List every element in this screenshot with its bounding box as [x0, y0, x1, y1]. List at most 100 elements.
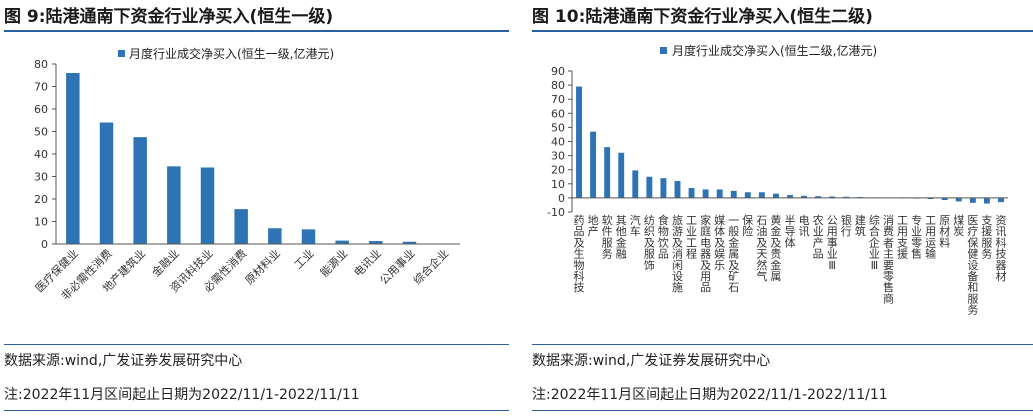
x-tick-label: 石油及天然气: [756, 214, 767, 283]
bar: [618, 152, 625, 198]
bar: [772, 193, 779, 198]
x-tick-label: 综合企业 Ⅲ: [869, 213, 880, 272]
x-tick-label: 旅游及消闲设施: [672, 213, 683, 294]
bar: [955, 197, 962, 202]
x-tick-label: 电讯业: [351, 247, 384, 280]
x-tick-label: 媒体及娱乐: [714, 214, 725, 272]
bar: [369, 241, 383, 244]
bar: [758, 192, 765, 198]
x-tick-label: 食物饮品: [658, 213, 669, 261]
x-tick-label: 黄金及贵金属: [770, 213, 781, 283]
bar: [730, 190, 737, 198]
x-tick-label: 能源业: [317, 246, 350, 279]
y-tick-label: 10: [34, 216, 48, 229]
y-tick-label: 90: [551, 65, 565, 78]
bar: [99, 122, 114, 244]
y-tick-label: 50: [34, 126, 48, 139]
bar: [688, 188, 695, 198]
bar: [941, 197, 948, 201]
divider-rule: [532, 344, 1033, 345]
y-tick-label: 30: [34, 171, 48, 184]
x-tick-label: 其他金融: [616, 214, 627, 261]
title-rule: [532, 30, 1033, 32]
legend: 月度行业成交净买入(恒生二级,亿港元): [660, 43, 877, 58]
figure-title: 图 9:陆港通南下资金行业净买入(恒生一级): [4, 7, 334, 27]
x-tick-label: 汽车: [630, 213, 641, 238]
data-source: 数据来源:wind,广发证券发展研究中心: [4, 353, 243, 369]
bar: [716, 189, 723, 198]
bar: [66, 73, 80, 244]
y-tick-label: 80: [34, 58, 48, 71]
divider-rule: [4, 344, 509, 345]
x-tick-label: 家庭电器及用品: [700, 213, 711, 294]
x-tick-label: 支援服务: [981, 214, 992, 261]
y-tick-label: 60: [551, 107, 565, 120]
bar: [646, 176, 653, 198]
footnote: 注:2022年11月区间起止日期为2022/11/1-2022/11/11: [532, 387, 888, 403]
legend-label: 月度行业成交净买入(恒生二级,亿港元): [672, 43, 877, 58]
x-tick-label: 专业零售: [911, 213, 922, 261]
x-tick-label: 公用事业 Ⅲ: [827, 214, 838, 272]
x-tick-label: 药品及生物科技: [574, 214, 585, 294]
x-tick-label: 原材料: [939, 214, 950, 249]
bar: [998, 197, 1004, 203]
legend-swatch: [118, 50, 125, 57]
y-tick-label: 20: [551, 164, 565, 177]
bar: [927, 197, 934, 200]
x-tick-label: 原材料业: [242, 246, 283, 287]
x-tick-label: 纺织及服饰: [644, 213, 655, 272]
x-tick-label: 综合企业: [410, 246, 451, 287]
bar: [268, 228, 282, 244]
x-tick-label: 消费者主要零售商: [883, 213, 894, 305]
x-tick-label: 工业: [292, 247, 317, 272]
y-tick-label: 0: [41, 238, 48, 251]
x-tick-label: 地产: [588, 214, 599, 238]
bar: [234, 209, 248, 244]
y-tick-label: 80: [551, 79, 565, 92]
bar: [335, 240, 349, 244]
y-tick-label: 10: [551, 178, 565, 191]
x-tick-label: 保险: [742, 213, 753, 238]
x-tick-label: 银行: [841, 213, 852, 238]
bar: [167, 166, 181, 244]
legend-label: 月度行业成交净买入(恒生一级,亿港元): [129, 46, 334, 61]
bar: [702, 189, 709, 198]
y-tick-label: 20: [34, 193, 48, 206]
bar: [200, 167, 215, 244]
footnote: 注:2022年11月区间起止日期为2022/11/1-2022/11/11: [4, 387, 360, 403]
bar: [590, 131, 597, 198]
bar: [133, 137, 147, 244]
bar: [815, 196, 822, 198]
y-tick-label: 70: [34, 81, 48, 94]
y-tick-label: 40: [551, 136, 565, 149]
y-tick-label: 60: [34, 103, 48, 116]
bar: [843, 196, 850, 198]
bar: [969, 197, 976, 203]
legend: 月度行业成交净买入(恒生一级,亿港元): [118, 46, 334, 61]
bar-chart-hs-level1: 月度行业成交净买入(恒生一级,亿港元)01020304050607080医疗保健…: [32, 46, 460, 303]
y-tick-label: 70: [551, 93, 565, 106]
x-tick-label: 半导体: [785, 213, 796, 249]
x-tick-label: 工业工程: [686, 214, 697, 261]
y-tick-label: -10: [547, 206, 565, 219]
title-rule: [4, 30, 509, 32]
x-tick-label: 电讯: [799, 214, 810, 238]
x-tick-label: 工用支援: [897, 214, 908, 261]
x-tick-label: 工用运输: [925, 214, 936, 261]
y-tick-label: 0: [558, 192, 565, 205]
bar: [801, 195, 808, 198]
legend-swatch: [660, 47, 667, 54]
figure-title: 图 10:陆港通南下资金行业净买入(恒生二级): [532, 7, 873, 27]
x-tick-label: 农业产品: [813, 213, 824, 261]
bar: [301, 229, 316, 244]
chart-panel-right: 图 10:陆港通南下资金行业净买入(恒生二级) 月度行业成交净买入(恒生二级,亿…: [532, 0, 1033, 416]
x-tick-label: 煤炭: [953, 214, 964, 238]
bottom-rule: [532, 410, 1033, 411]
bar: [604, 147, 611, 198]
y-tick-label: 30: [551, 150, 565, 163]
bar: [632, 170, 639, 198]
bar: [787, 195, 793, 198]
x-tick-label: 公用事业: [377, 247, 417, 287]
x-tick-label: 医疗保健设备和服务: [967, 214, 978, 317]
